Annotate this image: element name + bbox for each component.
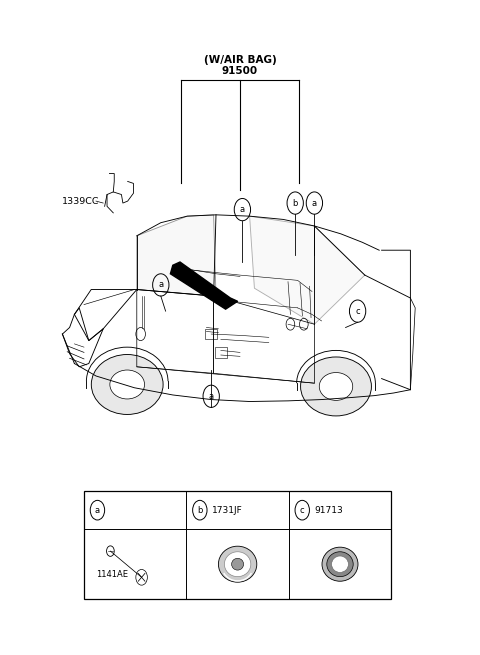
- Text: c: c: [300, 506, 304, 515]
- Bar: [215, 347, 227, 358]
- Text: a: a: [240, 205, 245, 214]
- Text: b: b: [292, 198, 298, 208]
- Ellipse shape: [332, 556, 348, 572]
- Text: 91713: 91713: [314, 506, 343, 515]
- Ellipse shape: [319, 373, 353, 400]
- Text: 1731JF: 1731JF: [212, 506, 242, 515]
- Text: b: b: [197, 506, 203, 515]
- Text: a: a: [209, 392, 214, 401]
- Ellipse shape: [218, 546, 257, 582]
- Ellipse shape: [224, 552, 251, 576]
- Ellipse shape: [231, 558, 244, 570]
- Bar: [205, 329, 217, 339]
- Bar: [84, 491, 391, 599]
- Text: (W/AIR BAG): (W/AIR BAG): [204, 55, 276, 66]
- Ellipse shape: [110, 370, 144, 399]
- Ellipse shape: [300, 357, 372, 416]
- Ellipse shape: [91, 354, 163, 415]
- Polygon shape: [250, 216, 365, 324]
- Text: 1339CC: 1339CC: [62, 196, 100, 206]
- Polygon shape: [170, 262, 238, 309]
- Text: 1141AE: 1141AE: [96, 570, 128, 578]
- Text: a: a: [95, 506, 100, 515]
- Text: c: c: [355, 307, 360, 316]
- Polygon shape: [137, 215, 216, 296]
- Ellipse shape: [322, 547, 358, 581]
- Text: a: a: [158, 280, 163, 290]
- Text: 91500: 91500: [222, 66, 258, 76]
- Text: a: a: [312, 198, 317, 208]
- Ellipse shape: [327, 552, 353, 576]
